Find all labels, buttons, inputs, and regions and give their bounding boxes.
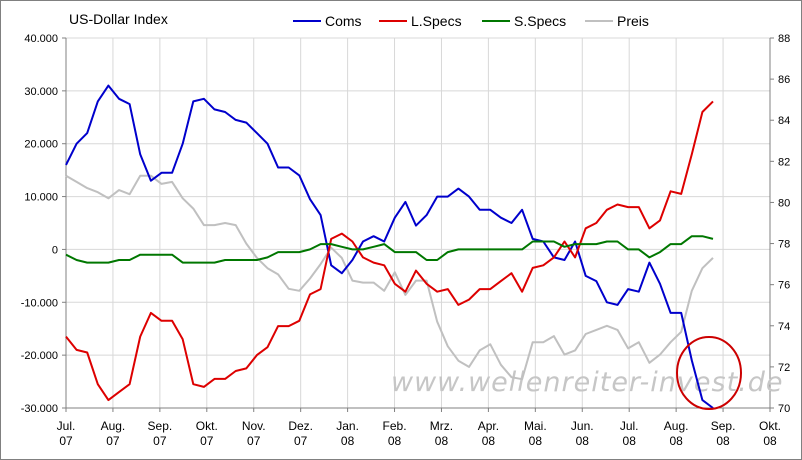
watermark: www.wellenreiter-invest.de <box>391 367 784 398</box>
x-tick-label: Nov. 07 <box>242 419 266 448</box>
x-tick-label: Mrz. 08 <box>430 419 453 448</box>
x-tick-label: Aug. 08 <box>664 419 689 448</box>
series-line-coms <box>65 84 714 409</box>
series-lines <box>65 84 714 409</box>
left-tick-label: -10.000 <box>21 297 58 309</box>
series-line-preis <box>65 174 714 381</box>
x-tick-label: Dez. 07 <box>288 419 313 448</box>
series-line-s-specs <box>65 235 714 264</box>
left-y-axis: -30.000 -20.000 -10.000 0 10.000 20.000 30.000… <box>21 33 66 415</box>
left-tick-label: -20.000 <box>21 350 58 362</box>
left-tick-label: 0 <box>52 244 58 256</box>
x-tick-label: Jul. 07 <box>57 419 76 448</box>
legend-label: S.Specs <box>514 13 566 29</box>
right-tick-label: 86 <box>778 74 790 86</box>
right-y-axis: 70 72 74 76 78 80 82 84 86 88 <box>770 33 790 415</box>
axes <box>65 38 771 409</box>
left-tick-label: 10.000 <box>24 192 58 204</box>
x-tick-label: Sep. 07 <box>148 419 173 448</box>
right-tick-label: 76 <box>778 280 790 292</box>
chart-title: US-Dollar Index <box>69 11 168 27</box>
x-axis: Jul. 07 Aug. 07 Sep. 07 Okt. 07 Nov. 07 Dez. 07 Jan.… <box>57 408 781 448</box>
x-tick-label: Mai. 08 <box>524 419 547 448</box>
series-line-l-specs <box>65 100 714 402</box>
x-tick-label: Jul. 08 <box>620 419 639 448</box>
x-tick-label: Jun. 08 <box>571 419 594 448</box>
left-tick-label: -30.000 <box>21 403 58 415</box>
left-tick-label: 40.000 <box>24 33 58 45</box>
right-tick-label: 78 <box>778 239 790 251</box>
highlight-ellipse <box>676 336 742 410</box>
right-tick-label: 70 <box>778 403 790 415</box>
legend: Coms L.Specs S.Specs Preis <box>293 13 649 29</box>
x-tick-label: Aug. 07 <box>101 419 126 448</box>
right-tick-label: 72 <box>778 362 790 374</box>
right-tick-label: 88 <box>778 33 790 45</box>
left-tick-label: 30.000 <box>24 86 58 98</box>
right-tick-label: 74 <box>778 321 790 333</box>
right-tick-label: 82 <box>778 156 790 168</box>
right-tick-label: 80 <box>778 197 790 209</box>
left-tick-label: 20.000 <box>24 139 58 151</box>
x-tick-label: Apr. 08 <box>478 419 499 448</box>
x-tick-label: Okt. 08 <box>759 419 781 448</box>
right-tick-label: 84 <box>778 115 790 127</box>
x-tick-label: Feb. 08 <box>383 419 407 448</box>
x-tick-label: Okt. 07 <box>196 419 218 448</box>
legend-label: L.Specs <box>411 13 462 29</box>
x-tick-label: Jan. 08 <box>336 419 359 448</box>
x-tick-label: Sep. 08 <box>711 419 736 448</box>
legend-label: Preis <box>617 13 649 29</box>
legend-label: Coms <box>325 13 362 29</box>
